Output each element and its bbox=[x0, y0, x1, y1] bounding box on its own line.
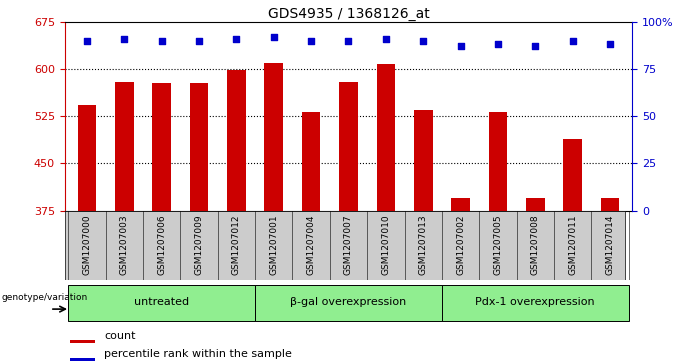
Text: untreated: untreated bbox=[134, 297, 189, 307]
Text: GSM1207012: GSM1207012 bbox=[232, 215, 241, 275]
Text: GSM1207011: GSM1207011 bbox=[568, 215, 577, 276]
Bar bbox=[68, 285, 255, 321]
Text: GSM1207013: GSM1207013 bbox=[419, 215, 428, 276]
Point bbox=[418, 38, 428, 44]
Text: GSM1207014: GSM1207014 bbox=[605, 215, 615, 275]
Point bbox=[306, 38, 317, 44]
Text: GSM1207002: GSM1207002 bbox=[456, 215, 465, 275]
Bar bbox=[302, 113, 320, 211]
Bar bbox=[563, 139, 582, 211]
Point bbox=[455, 44, 466, 49]
Text: GSM1207010: GSM1207010 bbox=[381, 215, 390, 276]
Text: GSM1207004: GSM1207004 bbox=[307, 215, 316, 275]
Point bbox=[82, 38, 92, 44]
Bar bbox=[414, 110, 432, 211]
Point bbox=[343, 38, 354, 44]
Point bbox=[380, 36, 391, 42]
Point bbox=[530, 44, 541, 49]
Text: GSM1207006: GSM1207006 bbox=[157, 215, 166, 276]
Bar bbox=[489, 112, 507, 211]
Text: GSM1207009: GSM1207009 bbox=[194, 215, 203, 276]
Point bbox=[567, 38, 578, 44]
Text: GSM1207003: GSM1207003 bbox=[120, 215, 129, 276]
Text: count: count bbox=[104, 331, 136, 341]
Point bbox=[156, 38, 167, 44]
Bar bbox=[70, 358, 95, 361]
Point bbox=[231, 36, 242, 42]
Text: β-gal overexpression: β-gal overexpression bbox=[290, 297, 407, 307]
Bar bbox=[377, 64, 395, 211]
Bar bbox=[442, 285, 629, 321]
Text: GSM1207005: GSM1207005 bbox=[494, 215, 503, 276]
Bar bbox=[190, 83, 208, 211]
Text: Pdx-1 overexpression: Pdx-1 overexpression bbox=[475, 297, 595, 307]
Bar bbox=[70, 340, 95, 343]
Point bbox=[269, 34, 279, 40]
Text: genotype/variation: genotype/variation bbox=[1, 293, 88, 302]
Bar bbox=[115, 82, 134, 211]
Bar bbox=[227, 70, 245, 211]
Bar bbox=[600, 198, 619, 211]
Text: GSM1207008: GSM1207008 bbox=[531, 215, 540, 276]
Text: GSM1207001: GSM1207001 bbox=[269, 215, 278, 276]
Bar bbox=[339, 82, 358, 211]
Point bbox=[119, 36, 130, 42]
Bar bbox=[526, 198, 545, 211]
Text: percentile rank within the sample: percentile rank within the sample bbox=[104, 349, 292, 359]
Bar bbox=[255, 285, 442, 321]
Text: GSM1207000: GSM1207000 bbox=[82, 215, 92, 276]
Text: GSM1207007: GSM1207007 bbox=[344, 215, 353, 276]
Title: GDS4935 / 1368126_at: GDS4935 / 1368126_at bbox=[268, 7, 429, 21]
Bar bbox=[78, 105, 97, 211]
Point bbox=[194, 38, 205, 44]
Point bbox=[492, 41, 503, 47]
Bar bbox=[452, 198, 470, 211]
Bar bbox=[265, 63, 283, 211]
Point bbox=[605, 41, 615, 47]
Bar bbox=[152, 83, 171, 211]
